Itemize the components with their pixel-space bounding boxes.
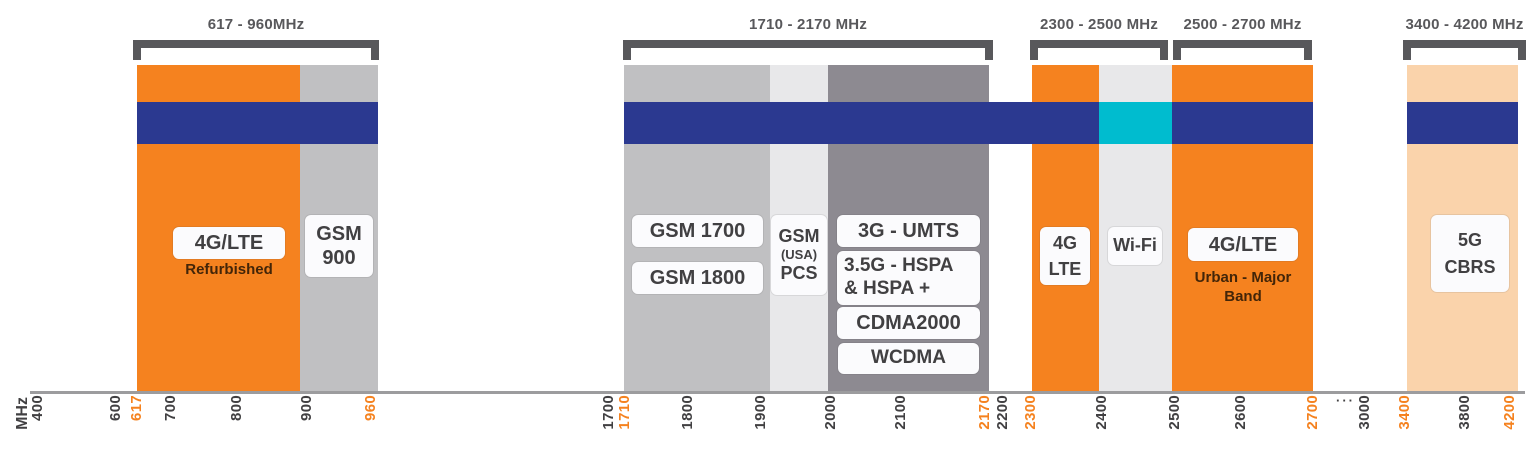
range-label: 1710 - 2170 MHz <box>748 16 868 33</box>
overlay-bar-segment-low <box>137 102 378 144</box>
axis-tick-4200: 4200 <box>1501 395 1518 430</box>
range-bracket-1710-2170 <box>623 40 993 60</box>
axis-tick-1710: 1710 <box>616 395 633 430</box>
label-gsm-usa-pcs-line1: GSM <box>778 225 820 246</box>
label-4g-lte-low: 4G/LTE <box>173 227 285 259</box>
axis-tick-1700: 1700 <box>600 395 617 430</box>
overlay-bar-segment-5g <box>1407 102 1518 144</box>
label-cdma2000: CDMA2000 <box>837 307 980 339</box>
label-gsm-usa-pcs-line3: PCS <box>780 262 818 283</box>
label-3g-umts: 3G - UMTS <box>837 215 980 247</box>
label-hspa: 3.5G - HSPA & HSPA + <box>837 251 980 305</box>
overlay-bar-segment-wifi <box>1099 102 1172 144</box>
axis-tick-600: 600 <box>107 395 124 421</box>
axis-tick-2100: 2100 <box>892 395 909 430</box>
axis-tick-3800: 3800 <box>1456 395 1473 430</box>
axis-tick-2600: 2600 <box>1232 395 1249 430</box>
label-gsm-usa-pcs: GSM (USA) PCS <box>771 215 827 295</box>
overlay-bar-segment-2500 <box>1172 102 1313 144</box>
axis-tick-400: 400 <box>29 395 46 421</box>
range-label: 3400 - 4200 MHz <box>1405 16 1524 33</box>
axis-tick-1900: 1900 <box>752 395 769 430</box>
label-4g-lte-2500: 4G/LTE <box>1188 228 1298 261</box>
axis-tick-2300: 2300 <box>1022 395 1039 430</box>
axis-tick-960: 960 <box>362 395 379 421</box>
axis-tick-3000: 3000 <box>1356 395 1373 430</box>
range-bracket-2500-2700 <box>1173 40 1312 60</box>
x-axis-line <box>30 391 1525 394</box>
x-axis-break-ellipsis: ··· <box>1336 393 1355 408</box>
label-4g-lte-2300: 4G LTE <box>1040 227 1090 285</box>
axis-tick-900: 900 <box>298 395 315 421</box>
range-bracket-617-960 <box>133 40 379 60</box>
label-gsm-1800: GSM 1800 <box>632 262 763 294</box>
label-wcdma: WCDMA <box>838 343 979 374</box>
label-5g-cbrs: 5G CBRS <box>1431 215 1509 292</box>
axis-tick-2400: 2400 <box>1093 395 1110 430</box>
note-refurbished: Refurbished <box>185 261 273 278</box>
label-wifi: Wi-Fi <box>1108 227 1162 265</box>
axis-tick-800: 800 <box>228 395 245 421</box>
range-label: 2500 - 2700 MHz <box>1183 16 1302 33</box>
axis-tick-2700: 2700 <box>1304 395 1321 430</box>
label-gsm-usa-pcs-line2: (USA) <box>780 247 818 263</box>
overlay-bar-segment-mid <box>624 102 1099 144</box>
range-bracket-3400-4200 <box>1403 40 1526 60</box>
axis-tick-617: 617 <box>128 395 145 421</box>
axis-tick-3400: 3400 <box>1396 395 1413 430</box>
axis-tick-2500: 2500 <box>1166 395 1183 430</box>
range-label: 2300 - 2500 MHz <box>1039 16 1159 33</box>
axis-tick-1800: 1800 <box>679 395 696 430</box>
range-label: 617 - 960MHz <box>207 16 305 33</box>
axis-tick-700: 700 <box>162 395 179 421</box>
axis-tick-2200: 2200 <box>994 395 1011 430</box>
note-urban-major-band: Urban - Major Band <box>1194 269 1292 306</box>
label-gsm-1700: GSM 1700 <box>632 215 763 247</box>
label-gsm-900: GSM 900 <box>305 215 373 277</box>
axis-tick-2170: 2170 <box>976 395 993 430</box>
axis-tick-2000: 2000 <box>822 395 839 430</box>
range-bracket-2300-2500 <box>1030 40 1168 60</box>
